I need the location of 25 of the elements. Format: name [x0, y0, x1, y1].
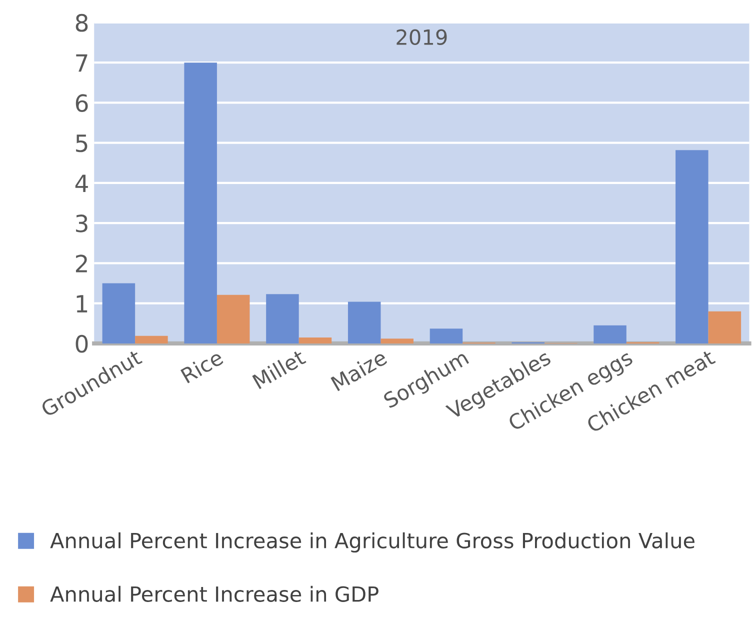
- chart-title: 2019: [396, 29, 447, 46]
- bar: [216, 294, 250, 344]
- y-tick-label: 4: [75, 174, 88, 192]
- y-tick-label: 3: [76, 214, 88, 232]
- x-tick-label: Rice: [180, 348, 224, 384]
- bar: [102, 283, 136, 344]
- bar: [135, 336, 168, 344]
- bar: [676, 150, 708, 344]
- bar: [430, 328, 463, 344]
- bar: [594, 325, 626, 344]
- y-tick-label: 6: [76, 94, 88, 112]
- bar: [348, 302, 381, 344]
- bar: [298, 337, 332, 344]
- y-tick-label: 7: [76, 54, 88, 72]
- y-tick-label: 0: [76, 334, 88, 353]
- legend-label: Annual Percent Increase in Agriculture Gross Production Value: [50, 532, 694, 553]
- bar: [184, 62, 217, 344]
- y-tick-label: 8: [76, 14, 88, 32]
- bar: [380, 338, 414, 344]
- bar: [708, 311, 742, 344]
- y-tick-label: 5: [76, 134, 88, 152]
- legend-label: Annual Percent Increase in GDP: [50, 586, 378, 602]
- bar: [266, 294, 299, 344]
- y-tick-label: 1: [76, 295, 88, 312]
- y-tick-label: 2: [76, 254, 87, 272]
